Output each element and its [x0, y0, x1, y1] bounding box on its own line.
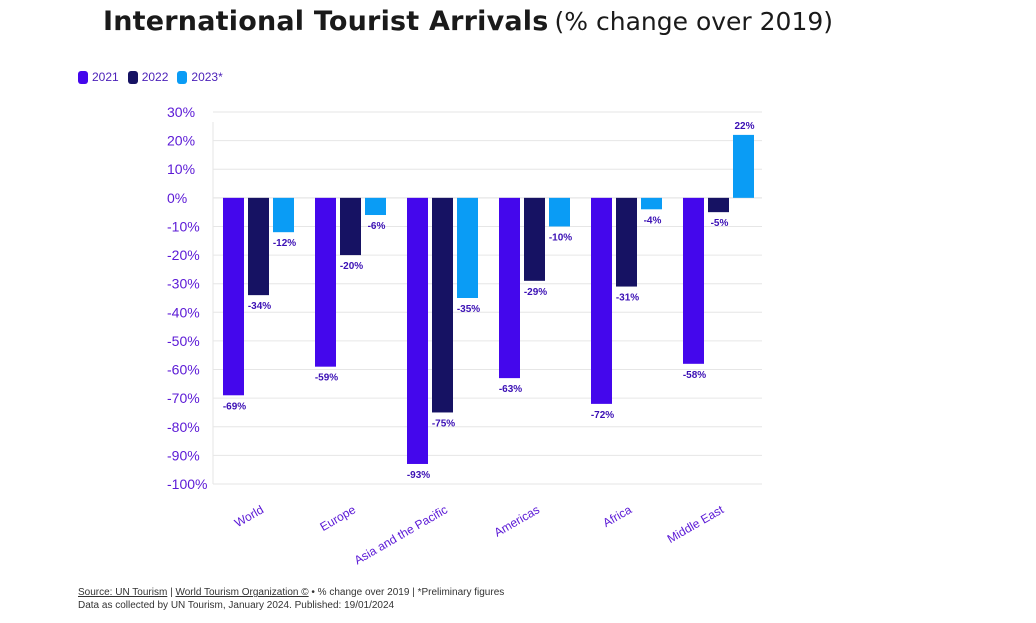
x-tick-label: Europe [317, 502, 358, 534]
footer: Source: UN Tourism | World Tourism Organ… [78, 586, 504, 612]
data-label: -4% [644, 215, 662, 226]
source-link[interactable]: Source: UN Tourism [78, 587, 168, 598]
y-tick-label: -70% [167, 390, 200, 406]
footer-note: • % change over 2019 | *Preliminary figu… [308, 587, 505, 598]
y-tick-label: -80% [167, 419, 200, 435]
bar-2023-asia-and-the-pacific [457, 197, 478, 298]
y-tick-label: -100% [167, 476, 207, 492]
legend-swatch-2023 [177, 70, 188, 84]
bar-2022-americas [524, 197, 545, 281]
x-tick-label: World [232, 502, 266, 530]
x-tick-label: Middle East [665, 502, 727, 546]
x-tick-label: Americas [492, 502, 542, 539]
bar-2022-europe [340, 197, 361, 256]
bar-2022-middle-east [708, 197, 729, 213]
footer-line-1: Source: UN Tourism | World Tourism Organ… [78, 586, 504, 599]
data-label: -31% [616, 293, 639, 304]
bar-2022-world [248, 197, 269, 296]
data-label: -58% [683, 370, 706, 381]
title-main: International Tourist Arrivals [103, 6, 549, 37]
data-label: -93% [407, 470, 430, 481]
data-label: -63% [499, 384, 522, 395]
y-tick-label: 0% [167, 190, 187, 206]
y-tick-label: 20% [167, 133, 195, 149]
chart-title: International Tourist Arrivals (% change … [103, 6, 833, 37]
y-tick-label: -20% [167, 247, 200, 263]
data-label: -20% [340, 261, 363, 272]
bar-2021-asia-and-the-pacific [407, 197, 428, 464]
y-tick-label: -90% [167, 447, 200, 463]
data-label: -29% [524, 287, 547, 298]
bar-2023-americas [549, 197, 570, 227]
data-label: -6% [368, 221, 386, 232]
y-tick-label: -40% [167, 304, 200, 320]
y-tick-label: -60% [167, 362, 200, 378]
bar-2022-africa [616, 197, 637, 287]
bar-2022-asia-and-the-pacific [432, 197, 453, 413]
y-tick-label: -30% [167, 276, 200, 292]
legend-item-2021[interactable]: 2021 [78, 70, 119, 84]
x-tick-label: Africa [600, 502, 634, 530]
legend-label-2021: 2021 [92, 70, 119, 84]
y-tick-label: -50% [167, 333, 200, 349]
data-label: -35% [457, 304, 480, 315]
footer-line-2: Data as collected by UN Tourism, January… [78, 600, 395, 611]
data-label: -69% [223, 401, 246, 412]
data-label: -59% [315, 373, 338, 384]
legend-swatch-2021 [78, 70, 88, 84]
data-label: -5% [711, 218, 729, 229]
data-label: -10% [549, 232, 572, 243]
org-link[interactable]: World Tourism Organization © [175, 587, 309, 598]
bar-2023-africa [641, 197, 662, 210]
legend-label-2022: 2022 [141, 70, 169, 84]
data-label: 22% [734, 121, 754, 132]
legend-item-2023[interactable]: 2023* [177, 70, 223, 84]
data-label: -72% [591, 410, 614, 421]
bar-2021-africa [591, 197, 612, 404]
legend-label-2023: 2023* [191, 70, 223, 84]
legend: 2021 2022 2023* [78, 70, 223, 84]
y-tick-label: 10% [167, 161, 195, 177]
x-tick-label: Asia and the Pacific [352, 502, 450, 567]
data-label: -34% [248, 301, 271, 312]
bar-2023-world [273, 197, 294, 233]
bar-2021-europe [315, 197, 336, 367]
y-tick-label: -10% [167, 218, 200, 234]
bar-2023-middle-east [733, 134, 754, 198]
bar-2021-americas [499, 197, 520, 379]
bar-2021-world [223, 197, 244, 396]
data-label: -75% [432, 418, 455, 429]
data-label: -12% [273, 238, 296, 249]
legend-item-2022[interactable]: 2022 [127, 70, 169, 84]
title-sub: (% change over 2019) [554, 7, 834, 36]
bar-2021-middle-east [683, 197, 704, 364]
y-tick-label: 30% [167, 104, 195, 120]
legend-swatch-2022 [127, 70, 138, 84]
footer-sep: | [167, 587, 176, 598]
bar-2023-europe [365, 197, 386, 216]
